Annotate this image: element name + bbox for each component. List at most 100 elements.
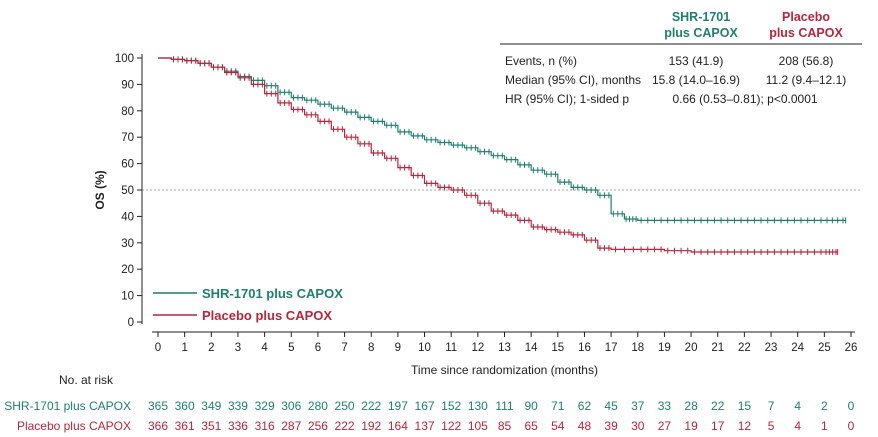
legend-label-0: SHR-1701 plus CAPOX (202, 286, 343, 301)
risk-count: 15 (738, 399, 752, 413)
x-tick-label: 2 (208, 342, 214, 354)
y-tick-label: 0 (128, 317, 134, 329)
risk-count: 71 (551, 399, 565, 413)
risk-count: 167 (415, 399, 435, 413)
y-tick-label: 10 (121, 291, 134, 303)
risk-row-label-0: SHR-1701 plus CAPOX (4, 399, 131, 413)
survival-curve-0 (158, 57, 846, 221)
risk-count: 17 (711, 419, 725, 433)
risk-count: 152 (441, 399, 461, 413)
x-tick-label: 21 (711, 342, 724, 354)
series-layer (158, 56, 847, 256)
x-tick-label: 17 (605, 342, 618, 354)
risk-count: 5 (768, 419, 775, 433)
y-tick-label: 40 (121, 211, 134, 223)
risk-count: 65 (524, 419, 538, 433)
stats-header-1: plus CAPOX (769, 26, 843, 40)
stats-row-label: Median (95% CI), months (505, 73, 641, 87)
risk-count: 306 (281, 399, 301, 413)
risk-count: 33 (658, 399, 672, 413)
risk-count: 222 (335, 419, 355, 433)
risk-count: 339 (228, 399, 248, 413)
risk-count: 316 (255, 419, 275, 433)
risk-count: 360 (175, 399, 195, 413)
x-tick-label: 16 (578, 342, 591, 354)
x-tick-label: 0 (155, 342, 161, 354)
risk-count: 4 (794, 419, 801, 433)
y-tick-label: 50 (121, 185, 134, 197)
y-tick-label: 60 (121, 159, 134, 171)
risk-count: 90 (524, 399, 538, 413)
stats-header-0: SHR-1701 (672, 10, 730, 24)
stats-placebo-value: 208 (56.8) (779, 54, 834, 68)
y-tick-label: 100 (115, 53, 134, 65)
x-tick-label: 18 (631, 342, 644, 354)
risk-count: 85 (498, 419, 512, 433)
stats-header-1: Placebo (782, 10, 830, 24)
risk-count: 366 (148, 419, 168, 433)
risk-count: 336 (228, 419, 248, 433)
x-tick-label: 3 (235, 342, 241, 354)
risk-count: 280 (308, 399, 328, 413)
risk-count: 22 (711, 399, 725, 413)
risk-count: 256 (308, 419, 328, 433)
risk-count: 37 (631, 399, 645, 413)
x-tick-label: 9 (395, 342, 401, 354)
risk-count: 39 (604, 419, 618, 433)
stats-shr-value: 15.8 (14.0–16.9) (652, 73, 740, 87)
risk-count: 250 (335, 399, 355, 413)
y-tick-label: 80 (121, 106, 134, 118)
risk-count: 2 (821, 399, 828, 413)
x-tick-label: 24 (791, 342, 804, 354)
risk-count: 12 (738, 419, 752, 433)
x-tick-label: 25 (818, 342, 831, 354)
risk-count: 48 (578, 419, 592, 433)
y-axis-title: OS (%) (93, 170, 107, 209)
x-tick-label: 15 (551, 342, 564, 354)
series-1 (158, 56, 839, 256)
risk-count: 197 (388, 399, 408, 413)
risk-table-title: No. at risk (59, 373, 114, 387)
risk-count: 28 (684, 399, 698, 413)
risk-count: 111 (495, 399, 514, 413)
stats-row-label: HR (95% CI); 1-sided p (505, 92, 629, 106)
stats-placebo-value: 11.2 (9.4–12.1) (766, 73, 847, 87)
risk-count: 287 (281, 419, 301, 433)
risk-count: 1 (821, 419, 828, 433)
x-tick-label: 13 (498, 342, 511, 354)
risk-count: 122 (441, 419, 461, 433)
series-0 (158, 56, 847, 224)
risk-count: 27 (658, 419, 672, 433)
y-tick-label: 70 (121, 132, 134, 144)
x-tick-label: 14 (525, 342, 538, 354)
legend-label-1: Placebo plus CAPOX (202, 308, 332, 323)
stats-row-label: Events, n (%) (505, 54, 577, 68)
y-tick-label: 90 (121, 79, 134, 91)
stats-shr-value: 153 (41.9) (669, 54, 724, 68)
risk-count: 164 (388, 419, 408, 433)
x-tick-label: 10 (418, 342, 431, 354)
x-axis-title: Time since randomization (months) (411, 363, 598, 377)
risk-count: 54 (551, 419, 565, 433)
stats-table: SHR-1701 plus CAPOX Placebo plus CAPOX Event… (500, 10, 862, 106)
risk-count: 105 (468, 419, 488, 433)
x-tick-label: 19 (658, 342, 671, 354)
x-tick-label: 5 (288, 342, 294, 354)
risk-count: 0 (848, 399, 855, 413)
risk-table: No. at risk SHR-1701 plus CAPOX 365 360 349 3… (4, 373, 854, 433)
x-tick-label: 20 (685, 342, 698, 354)
risk-count: 19 (684, 419, 698, 433)
survival-curve-1 (158, 57, 838, 253)
risk-count: 7 (768, 399, 775, 413)
x-tick-label: 22 (738, 342, 751, 354)
risk-count: 329 (255, 399, 275, 413)
y-tick-label: 30 (121, 238, 134, 250)
risk-count: 365 (148, 399, 168, 413)
risk-count: 62 (578, 399, 592, 413)
y-tick-label: 20 (121, 264, 134, 276)
risk-count: 4 (794, 399, 801, 413)
risk-count: 351 (201, 419, 221, 433)
risk-count: 137 (415, 419, 435, 433)
